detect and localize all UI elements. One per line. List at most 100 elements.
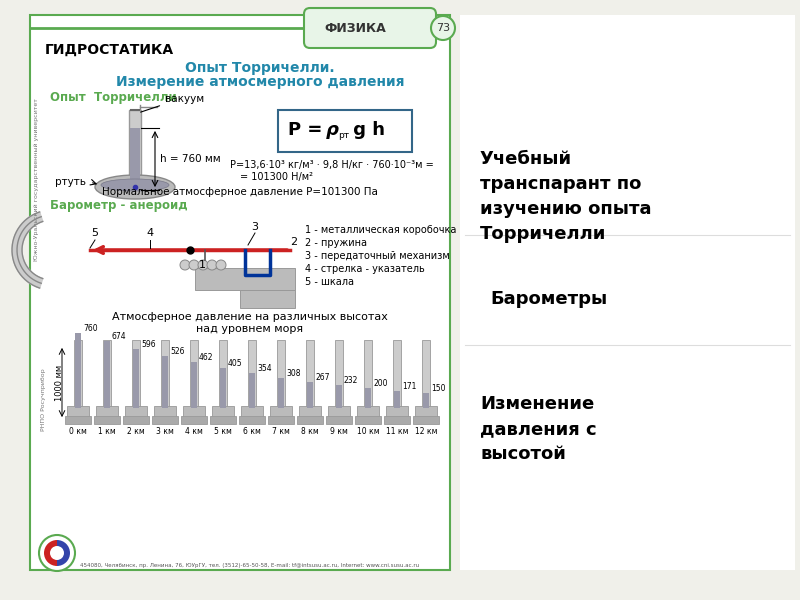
- Text: 4 км: 4 км: [185, 427, 203, 436]
- Text: 526: 526: [170, 347, 185, 356]
- Text: g h: g h: [347, 121, 385, 139]
- Bar: [306, 340, 314, 408]
- Bar: [239, 416, 265, 424]
- Bar: [74, 340, 82, 408]
- Bar: [394, 391, 400, 408]
- Text: Нормальное атмосферное давление Р=101300 Па: Нормальное атмосферное давление Р=101300…: [102, 187, 378, 197]
- Text: 7 км: 7 км: [272, 427, 290, 436]
- Text: Учебный
транспарант по
изучению опыта
Торричелли: Учебный транспарант по изучению опыта То…: [480, 150, 651, 243]
- Bar: [413, 416, 439, 424]
- Bar: [132, 340, 140, 408]
- Bar: [212, 406, 234, 418]
- Bar: [219, 340, 227, 408]
- Text: Изменение
давления с
высотой: Изменение давления с высотой: [480, 395, 597, 463]
- Text: Барометры: Барометры: [490, 290, 607, 308]
- Text: 1: 1: [198, 260, 206, 270]
- Text: 2: 2: [290, 237, 297, 247]
- FancyBboxPatch shape: [304, 8, 436, 48]
- Text: 11 км: 11 км: [386, 427, 408, 436]
- Text: 3: 3: [251, 222, 258, 232]
- Circle shape: [39, 535, 75, 571]
- Bar: [152, 416, 178, 424]
- Bar: [133, 349, 139, 408]
- Bar: [336, 385, 342, 408]
- FancyBboxPatch shape: [278, 110, 412, 152]
- Circle shape: [180, 260, 190, 270]
- Bar: [104, 341, 110, 408]
- Bar: [365, 388, 371, 408]
- Circle shape: [189, 260, 199, 270]
- Bar: [460, 15, 795, 570]
- Bar: [130, 128, 140, 190]
- Wedge shape: [57, 540, 70, 566]
- Text: 6 км: 6 км: [243, 427, 261, 436]
- Bar: [162, 356, 168, 408]
- Bar: [249, 373, 255, 408]
- Text: Южно-Уральский государственный университет: Южно-Уральский государственный университ…: [34, 98, 38, 262]
- Bar: [154, 406, 176, 418]
- Text: Барометр - анероид: Барометр - анероид: [50, 199, 188, 211]
- Text: ГИДРОСТАТИКА: ГИДРОСТАТИКА: [45, 43, 174, 57]
- Text: 760: 760: [83, 324, 98, 333]
- Text: 454080, Челябинск, пр. Ленина, 76, ЮУрГУ, тел. (3512)-65-50-58, E-mail: tf@intsu: 454080, Челябинск, пр. Ленина, 76, ЮУрГУ…: [81, 563, 419, 569]
- Text: вакуум: вакуум: [141, 94, 204, 112]
- Bar: [386, 406, 408, 418]
- Bar: [125, 406, 147, 418]
- Text: ртуть: ртуть: [55, 177, 86, 187]
- Text: Атмосферное давление на различных высотах: Атмосферное давление на различных высота…: [112, 312, 388, 322]
- Bar: [423, 393, 429, 408]
- Bar: [335, 340, 343, 408]
- Text: над уровнем моря: над уровнем моря: [197, 324, 303, 334]
- Bar: [191, 362, 197, 408]
- Bar: [326, 416, 352, 424]
- Bar: [277, 340, 285, 408]
- Bar: [30, 15, 450, 570]
- Bar: [393, 340, 401, 408]
- Text: = 101300 Н/м²: = 101300 Н/м²: [240, 172, 313, 182]
- Bar: [328, 406, 350, 418]
- Text: 232: 232: [344, 376, 358, 385]
- Bar: [190, 340, 198, 408]
- Bar: [422, 340, 430, 408]
- Text: ФИЗИКА: ФИЗИКА: [324, 22, 386, 34]
- Text: 10 км: 10 км: [357, 427, 379, 436]
- Bar: [195, 268, 295, 290]
- Text: P=13,6·10³ кг/м³ · 9,8 Н/кг · 760·10⁻³м =: P=13,6·10³ кг/м³ · 9,8 Н/кг · 760·10⁻³м …: [230, 160, 434, 170]
- Bar: [67, 406, 89, 418]
- Text: 1 км: 1 км: [98, 427, 116, 436]
- Bar: [384, 416, 410, 424]
- Bar: [241, 406, 263, 418]
- Text: 2 км: 2 км: [127, 427, 145, 436]
- Text: 12 км: 12 км: [414, 427, 438, 436]
- Text: Измерение атмосмерного давления: Измерение атмосмерного давления: [116, 75, 404, 89]
- Text: 1000 мм: 1000 мм: [54, 364, 63, 401]
- Bar: [123, 416, 149, 424]
- Text: 1 - металлическая коробочка: 1 - металлическая коробочка: [305, 225, 456, 235]
- Circle shape: [50, 546, 64, 560]
- Text: 674: 674: [112, 332, 126, 341]
- Text: 596: 596: [141, 340, 156, 349]
- Text: 200: 200: [373, 379, 387, 388]
- Bar: [75, 333, 81, 408]
- Text: 3 - передаточный механизм: 3 - передаточный механизм: [305, 251, 450, 261]
- Text: Опыт  Торричелли: Опыт Торричелли: [50, 91, 177, 104]
- Text: 73: 73: [436, 23, 450, 33]
- Text: 3 км: 3 км: [156, 427, 174, 436]
- Text: Опыт Торричелли.: Опыт Торричелли.: [185, 61, 335, 75]
- Bar: [96, 406, 118, 418]
- Text: 2 - пружина: 2 - пружина: [305, 238, 367, 248]
- Text: ρ: ρ: [326, 121, 339, 139]
- Bar: [129, 110, 141, 190]
- Text: 4 - стрелка - указатель: 4 - стрелка - указатель: [305, 264, 425, 274]
- Text: 462: 462: [199, 353, 214, 362]
- Bar: [181, 416, 207, 424]
- Bar: [278, 377, 284, 408]
- Text: P =: P =: [288, 121, 329, 139]
- Circle shape: [431, 16, 455, 40]
- Bar: [183, 406, 205, 418]
- Bar: [210, 416, 236, 424]
- Text: 5: 5: [91, 228, 98, 238]
- Text: 0 км: 0 км: [69, 427, 87, 436]
- Circle shape: [207, 260, 217, 270]
- Circle shape: [198, 260, 208, 270]
